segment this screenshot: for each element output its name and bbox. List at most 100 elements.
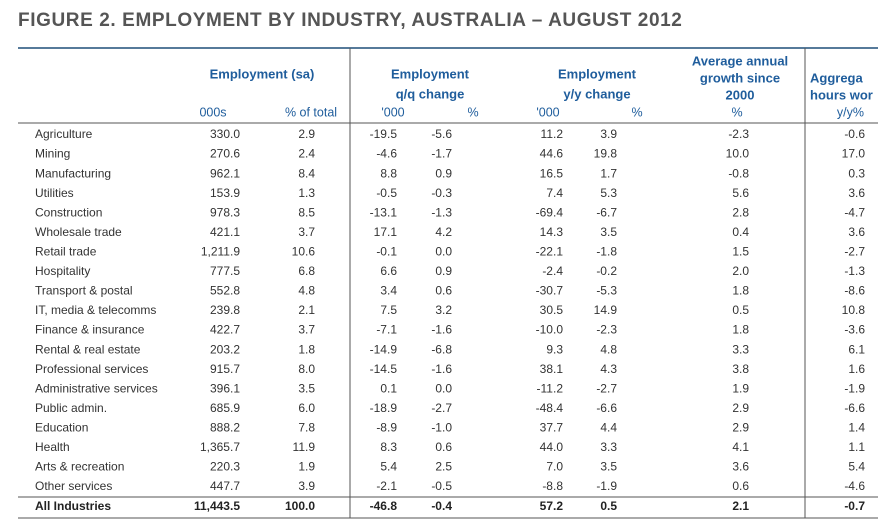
cell: -2.3 xyxy=(596,323,617,337)
cell: -10.0 xyxy=(536,323,564,337)
cell: 3.7 xyxy=(298,225,315,239)
group-header: growth since xyxy=(700,70,780,85)
cell: 8.0 xyxy=(298,362,315,376)
cell: -0.2 xyxy=(596,264,617,278)
cell: 0.0 xyxy=(435,245,452,259)
cell: 3.6 xyxy=(732,460,749,474)
cell: -2.4 xyxy=(542,264,563,278)
cell: -8.9 xyxy=(376,421,397,435)
row-label: Professional services xyxy=(35,362,148,376)
group-header: y/y change xyxy=(563,86,630,101)
cell: 1.8 xyxy=(732,323,749,337)
cell: 100.0 xyxy=(285,499,315,513)
cell: 6.0 xyxy=(298,401,315,415)
cell: 888.2 xyxy=(210,421,240,435)
cell: 5.4 xyxy=(848,460,865,474)
cell: -18.9 xyxy=(370,401,398,415)
group-header: Employment xyxy=(391,66,470,81)
cell: 6.6 xyxy=(380,264,397,278)
cell: 2.1 xyxy=(732,499,749,513)
subheader: % of total xyxy=(285,105,337,119)
cell: -0.5 xyxy=(376,186,397,200)
row-label: Other services xyxy=(35,479,112,493)
cell: 2.1 xyxy=(298,303,315,317)
cell: -4.7 xyxy=(844,205,865,219)
cell: 0.9 xyxy=(435,166,452,180)
cell: 3.6 xyxy=(848,186,865,200)
group-header: Employment (sa) xyxy=(210,66,315,81)
cell: -2.7 xyxy=(596,381,617,395)
cell: -1.8 xyxy=(596,245,617,259)
cell: 1.9 xyxy=(732,381,749,395)
cell: -1.3 xyxy=(844,264,865,278)
cell: -1.9 xyxy=(844,381,865,395)
cell: -6.6 xyxy=(596,401,617,415)
cell: 396.1 xyxy=(210,381,240,395)
subheader: '000 xyxy=(381,105,404,119)
cell: -19.5 xyxy=(370,127,398,141)
cell: -8.6 xyxy=(844,284,865,298)
cell: 2.4 xyxy=(298,147,315,161)
cell: 17.1 xyxy=(374,225,398,239)
cell: -0.6 xyxy=(844,127,865,141)
cell: 1.5 xyxy=(732,245,749,259)
cell: 270.6 xyxy=(210,147,240,161)
cell: 203.2 xyxy=(210,342,240,356)
cell: -14.9 xyxy=(370,342,398,356)
cell: -5.6 xyxy=(431,127,452,141)
cell: -0.5 xyxy=(431,479,452,493)
cell: 38.1 xyxy=(540,362,564,376)
row-label: All Industries xyxy=(35,499,111,513)
cell: -1.0 xyxy=(431,421,452,435)
figure-title: FIGURE 2. EMPLOYMENT BY INDUSTRY, AUSTRA… xyxy=(18,10,682,31)
cell: -13.1 xyxy=(370,205,398,219)
cell: 1,365.7 xyxy=(200,440,240,454)
group-header: hours wor xyxy=(810,87,873,102)
cell: -2.7 xyxy=(844,245,865,259)
cell: 0.9 xyxy=(435,264,452,278)
cell: 9.3 xyxy=(546,342,563,356)
cell: -6.6 xyxy=(844,401,865,415)
cell: 4.3 xyxy=(600,362,617,376)
cell: -2.3 xyxy=(728,127,749,141)
cell: 1.9 xyxy=(298,460,315,474)
row-label: Health xyxy=(35,440,70,454)
cell: 220.3 xyxy=(210,460,240,474)
cell: 37.7 xyxy=(540,421,564,435)
cell: 0.5 xyxy=(732,303,749,317)
cell: 44.6 xyxy=(540,147,564,161)
cell: 7.4 xyxy=(546,186,563,200)
cell: 7.5 xyxy=(380,303,397,317)
cell: 3.9 xyxy=(298,479,315,493)
cell: -2.7 xyxy=(431,401,452,415)
cell: -1.7 xyxy=(431,147,452,161)
row-label: Retail trade xyxy=(35,245,97,259)
cell: 2.9 xyxy=(732,401,749,415)
cell: 421.1 xyxy=(210,225,240,239)
row-label: Hospitality xyxy=(35,264,90,278)
subheader: y/y% xyxy=(837,105,864,119)
cell: -6.8 xyxy=(431,342,452,356)
cell: 0.3 xyxy=(848,166,865,180)
cell: 4.8 xyxy=(600,342,617,356)
cell: -1.6 xyxy=(431,323,452,337)
cell: 4.8 xyxy=(298,284,315,298)
cell: 6.8 xyxy=(298,264,315,278)
cell: 8.4 xyxy=(298,166,315,180)
cell: 11.2 xyxy=(541,127,564,141)
row-label: Utilities xyxy=(35,186,74,200)
row-label: Transport & postal xyxy=(35,284,133,298)
group-header: Average annual xyxy=(692,53,788,68)
cell: 685.9 xyxy=(210,401,240,415)
cell: -3.6 xyxy=(844,323,865,337)
cell: -0.8 xyxy=(728,166,749,180)
cell: 5.4 xyxy=(380,460,397,474)
cell: -7.1 xyxy=(376,323,397,337)
cell: -46.8 xyxy=(370,499,398,513)
cell: 978.3 xyxy=(210,205,240,219)
cell: -5.3 xyxy=(596,284,617,298)
cell: 447.7 xyxy=(210,479,240,493)
row-label: Construction xyxy=(35,205,102,219)
cell: 2.9 xyxy=(732,421,749,435)
